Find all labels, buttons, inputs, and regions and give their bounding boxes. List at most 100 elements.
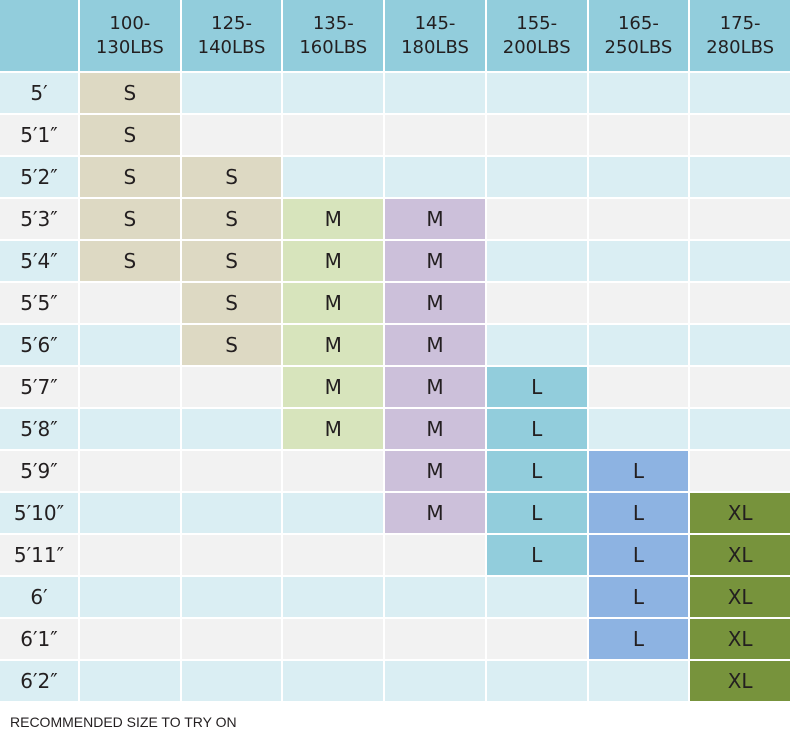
size-cell (181, 493, 282, 533)
size-cell: S (181, 325, 282, 365)
column-header: 135- 160LBS (283, 0, 384, 71)
row-header: 5′ (0, 73, 78, 113)
size-cell: M (283, 325, 384, 365)
size-cell: M (385, 199, 485, 239)
size-cell (385, 73, 485, 113)
size-cell (690, 283, 790, 323)
size-table: 100- 130LBS 125- 140LBS 135- 160LBS 145- 180LBS… (0, 0, 790, 701)
column-header: 125- 140LBS (181, 0, 282, 71)
row-header: 5′11″ (0, 535, 78, 575)
header-line: 165- (617, 12, 659, 34)
size-cell (486, 283, 587, 323)
row-header: 5′6″ (0, 325, 78, 365)
size-cell (181, 73, 282, 113)
size-cell: XL (690, 493, 790, 533)
row-header: 5′4″ (0, 241, 78, 281)
size-cell: S (181, 199, 282, 239)
size-cell: S (181, 283, 282, 323)
size-cell (486, 325, 587, 365)
size-cell (588, 367, 689, 407)
size-cell (181, 115, 282, 155)
size-cell (385, 577, 485, 617)
size-cell: M (385, 409, 485, 449)
size-cell (588, 409, 689, 449)
size-cell (588, 73, 689, 113)
header-line: 175- (719, 12, 761, 34)
column-header: 155- 200LBS (486, 0, 587, 71)
size-cell: M (283, 241, 384, 281)
size-cell (486, 115, 587, 155)
size-cell (690, 199, 790, 239)
column-header: 165- 250LBS (588, 0, 689, 71)
row-header: 5′10″ (0, 493, 78, 533)
size-cell (181, 661, 282, 701)
header-line: 200LBS (502, 36, 571, 58)
size-cell (486, 661, 587, 701)
size-cell (486, 241, 587, 281)
row-header: 5′1″ (0, 115, 78, 155)
size-cell (80, 325, 180, 365)
size-cell: L (588, 577, 689, 617)
header-line: 250LBS (604, 36, 673, 58)
size-cell (690, 451, 790, 491)
header-line: 145- (414, 12, 456, 34)
size-cell (486, 73, 587, 113)
size-cell (283, 619, 384, 659)
corner-cell (0, 0, 78, 71)
header-line: 130LBS (95, 36, 164, 58)
size-cell: L (486, 451, 587, 491)
row-header: 6′2″ (0, 661, 78, 701)
size-cell (80, 493, 180, 533)
size-cell (486, 577, 587, 617)
size-cell: L (486, 493, 587, 533)
footer-note: RECOMMENDED SIZE TO TRY ON (10, 714, 237, 730)
size-cell: M (385, 325, 485, 365)
size-cell (181, 409, 282, 449)
size-cell: L (486, 367, 587, 407)
size-cell (283, 115, 384, 155)
size-cell (385, 661, 485, 701)
header-line: 125- (211, 12, 252, 34)
size-cell: M (385, 283, 485, 323)
size-cell (385, 115, 485, 155)
size-cell (181, 577, 282, 617)
size-cell (80, 451, 180, 491)
size-cell (588, 325, 689, 365)
row-header: 5′8″ (0, 409, 78, 449)
size-cell (283, 73, 384, 113)
size-cell: S (80, 115, 180, 155)
size-cell: L (486, 409, 587, 449)
size-cell (690, 325, 790, 365)
column-header: 100- 130LBS (80, 0, 180, 71)
size-cell (181, 619, 282, 659)
size-cell (283, 577, 384, 617)
row-header: 5′3″ (0, 199, 78, 239)
size-cell (80, 283, 180, 323)
size-cell (283, 661, 384, 701)
size-cell: L (486, 535, 587, 575)
row-header: 5′5″ (0, 283, 78, 323)
size-cell: M (283, 283, 384, 323)
size-cell (385, 157, 485, 197)
size-cell (385, 619, 485, 659)
size-cell (690, 241, 790, 281)
size-cell (80, 577, 180, 617)
row-header: 5′9″ (0, 451, 78, 491)
size-cell (690, 409, 790, 449)
size-cell: S (181, 241, 282, 281)
row-header: 5′7″ (0, 367, 78, 407)
size-cell (588, 283, 689, 323)
size-cell (283, 451, 384, 491)
header-line: 280LBS (706, 36, 775, 58)
size-cell: S (181, 157, 282, 197)
size-cell: M (283, 367, 384, 407)
size-cell: M (283, 409, 384, 449)
size-cell (181, 367, 282, 407)
size-cell: S (80, 73, 180, 113)
header-line: 160LBS (299, 36, 368, 58)
size-cell: L (588, 493, 689, 533)
size-cell: S (80, 241, 180, 281)
size-cell (283, 493, 384, 533)
header-line: 140LBS (197, 36, 266, 58)
size-cell: M (283, 199, 384, 239)
